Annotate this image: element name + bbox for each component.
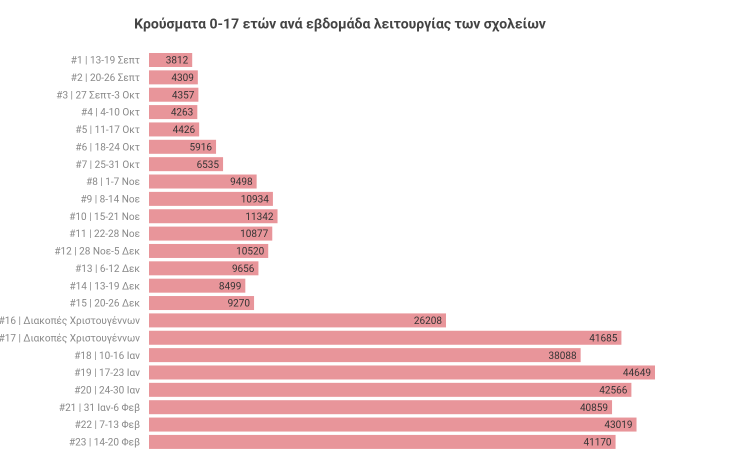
bar (149, 70, 198, 85)
value-label: 43019 (604, 420, 632, 431)
y-tick-label: #19 | 17-23 Ιαν (74, 368, 140, 379)
y-tick-label: #14 | 13-19 Δεκ (69, 281, 140, 292)
chart-title: Κρούσματα 0-17 ετών ανά εβδομάδα λειτουρ… (134, 17, 546, 33)
value-label: 4263 (171, 108, 193, 119)
bar (149, 278, 246, 293)
y-tick-label: #7 | 25-31 Οκτ (75, 160, 140, 171)
bar (149, 105, 198, 120)
y-tick-label: #4 | 4-10 Οκτ (81, 108, 140, 119)
bar (149, 122, 200, 137)
bar (149, 209, 278, 224)
value-label: 9656 (232, 264, 255, 275)
value-label: 8499 (219, 281, 241, 292)
y-tick-label: #12 | 28 Νοε-5 Δεκ (54, 247, 140, 258)
bar (149, 330, 622, 345)
y-tick-label: #11 | 22-28 Νοε (69, 229, 140, 240)
y-tick-label: #20 | 24-30 Ιαν (74, 385, 140, 396)
bar (149, 417, 637, 432)
y-tick-label: #5 | 11-17 Οκτ (75, 125, 140, 136)
value-label: 4426 (173, 125, 196, 136)
y-tick-label: #16 | Διακοπές Χριστουγέννων (0, 315, 140, 327)
value-label: 6535 (197, 160, 220, 171)
y-tick-label: #15 | 20-26 Δεκ (69, 299, 140, 310)
bar (149, 139, 217, 154)
value-label: 40859 (580, 403, 608, 414)
value-label: 4357 (172, 90, 195, 101)
y-tick-label: #2 | 20-26 Σεπτ (71, 73, 140, 84)
y-tick-label: #21 | 31 Ιαν-6 Φεβ (59, 403, 140, 414)
value-label: 5916 (190, 142, 213, 153)
y-tick-label: #22 | 7-13 Φεβ (75, 420, 140, 431)
y-tick-label: #6 | 18-24 Οκτ (75, 142, 140, 153)
y-tick-label: #17 | Διακοπές Χριστουγέννων (0, 332, 140, 344)
bar (149, 157, 224, 172)
bar (149, 174, 257, 189)
bar (149, 87, 199, 102)
bar (149, 400, 613, 415)
bar (149, 296, 255, 311)
y-tick-label: #8 | 1-7 Νοε (86, 177, 140, 188)
value-label: 3812 (166, 56, 189, 67)
value-label: 26208 (414, 316, 442, 327)
value-label: 4309 (171, 73, 193, 84)
y-tick-label: #10 | 15-21 Νοε (69, 212, 140, 223)
y-tick-label: #23 | 14-20 Φεβ (69, 438, 140, 449)
y-tick-label: #18 | 10-16 Ιαν (74, 351, 140, 362)
bar (149, 348, 581, 363)
value-label: 44649 (623, 368, 651, 379)
bar (149, 382, 632, 397)
bar (149, 191, 273, 206)
bar (149, 313, 447, 328)
value-label: 10877 (240, 229, 268, 240)
value-label: 38088 (549, 351, 577, 362)
value-label: 9270 (228, 299, 251, 310)
value-label: 41170 (583, 438, 611, 449)
bar (149, 226, 273, 241)
value-label: 9498 (230, 177, 253, 188)
value-label: 10934 (241, 195, 269, 206)
y-tick-label: #13 | 6-12 Δεκ (75, 264, 140, 275)
bar (149, 243, 269, 258)
value-label: 11342 (245, 212, 273, 223)
bar (149, 434, 616, 449)
value-label: 42566 (599, 385, 627, 396)
y-tick-label: #3 | 27 Σεπτ-3 Οκτ (56, 90, 140, 101)
bar (149, 261, 259, 276)
value-label: 10520 (236, 247, 264, 258)
value-label: 41685 (589, 333, 617, 344)
bar (149, 365, 655, 380)
y-tick-label: #9 | 8-14 Νοε (80, 195, 140, 206)
bar (149, 53, 193, 67)
y-tick-label: #1 | 13-19 Σεπτ (71, 56, 140, 67)
